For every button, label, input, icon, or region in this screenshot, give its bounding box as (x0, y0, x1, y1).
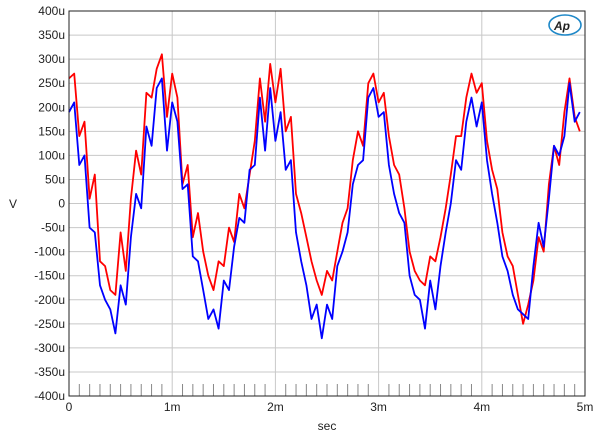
series-line-1 (68, 53, 581, 325)
series-layer (68, 53, 581, 340)
y-tick-label: 300u (38, 52, 65, 66)
y-tick-label: -50u (41, 221, 65, 235)
x-tick-label: 4m (473, 400, 490, 414)
x-tick-label: 2m (267, 400, 284, 414)
plot-frame (68, 10, 586, 397)
y-tick-label: -250u (34, 317, 65, 331)
y-tick-label: 200u (38, 100, 65, 114)
x-tick-label: 1m (164, 400, 181, 414)
y-axis-label: V (9, 197, 17, 211)
y-tick-label: -150u (34, 269, 65, 283)
y-tick-label: 150u (38, 124, 65, 138)
x-tick-labels: 0 1m 2m 3m 4m 5m (66, 400, 594, 414)
y-tick-label: -300u (34, 341, 65, 355)
y-tick-labels: 400u 350u 300u 250u 200u 150u 100u 50u 0 -50u -100… (34, 4, 65, 403)
y-tick-label: 400u (38, 4, 65, 18)
y-tick-label: -350u (34, 365, 65, 379)
ap-logo-text: Ap (553, 19, 570, 33)
y-tick-label: 250u (38, 76, 65, 90)
y-tick-label: 50u (45, 172, 65, 186)
ap-logo: Ap (548, 14, 582, 36)
y-tick-label: 0 (58, 197, 65, 211)
minor-ticks (78, 384, 576, 396)
grid-lines (68, 10, 586, 397)
ap-logo-ring (548, 14, 582, 36)
x-tick-label: 0 (66, 400, 73, 414)
y-tick-label: -200u (34, 293, 65, 307)
y-tick-label: -100u (34, 245, 65, 259)
x-axis-label: sec (318, 419, 337, 433)
x-tick-label: 3m (370, 400, 387, 414)
y-tick-label: 100u (38, 148, 65, 162)
series-line-2 (68, 77, 581, 340)
y-tick-label: -400u (34, 389, 65, 403)
x-tick-label: 5m (577, 400, 594, 414)
y-tick-label: 350u (38, 28, 65, 42)
